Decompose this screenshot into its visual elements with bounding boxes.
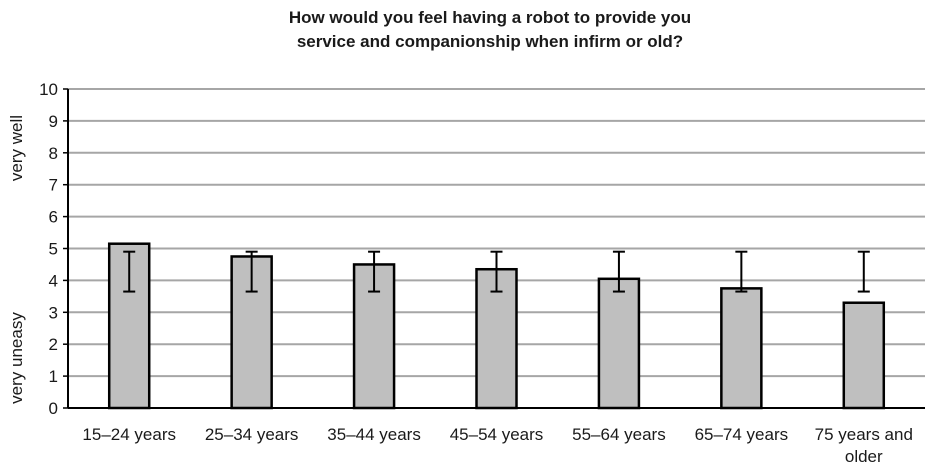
y-tick-label: 5 [49,240,58,259]
x-tick-label: 75 years and [815,425,913,444]
chart-title-line-2: service and companionship when infirm or… [296,32,684,51]
chart-title-line-1: How would you feel having a robot to pro… [288,8,692,27]
x-tick-label: 15–24 years [82,425,176,444]
y-tick-label: 0 [49,399,58,418]
x-tick-label: 65–74 years [695,425,789,444]
x-tick-label: 45–54 years [450,425,544,444]
y-tick-label: 9 [49,112,58,131]
y-tick-label: 3 [49,303,58,322]
x-tick-label: older [845,447,883,466]
x-tick-label: 25–34 years [205,425,299,444]
x-tick-label: 55–64 years [572,425,666,444]
chart-title: How would you feel having a robot to pro… [180,6,800,54]
bar-6 [720,287,763,410]
bar-4 [475,267,518,410]
y-tick-label: 8 [49,144,58,163]
bar-3 [352,263,396,410]
y-tick-label: 10 [39,80,58,99]
y-tick-label: 2 [49,335,58,354]
bar-5 [597,277,641,410]
y-tick-label: 7 [49,176,58,195]
y-tick-label: 6 [49,208,58,227]
y-tick-label: 1 [49,367,58,386]
y-tick-label: 4 [49,271,58,290]
x-tick-label: 35–44 years [327,425,421,444]
bar-7 [842,301,886,410]
